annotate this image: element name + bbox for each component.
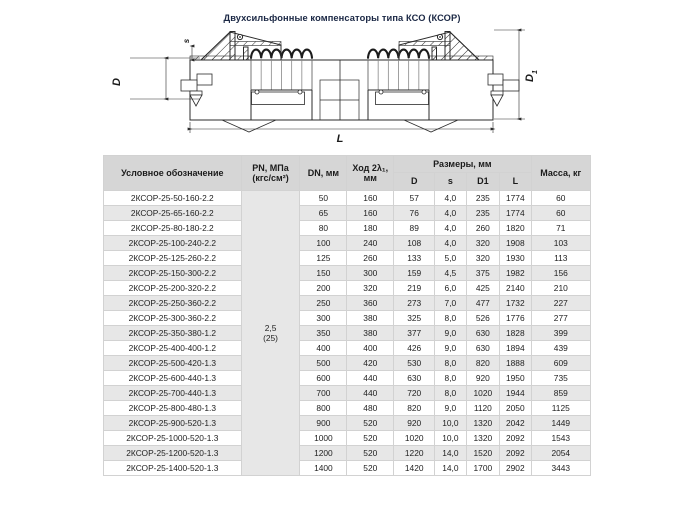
svg-text:s: s — [182, 38, 191, 43]
svg-text:L: L — [337, 133, 344, 145]
svg-text:D: D — [111, 78, 123, 86]
svg-text:D1: D1 — [524, 70, 539, 82]
